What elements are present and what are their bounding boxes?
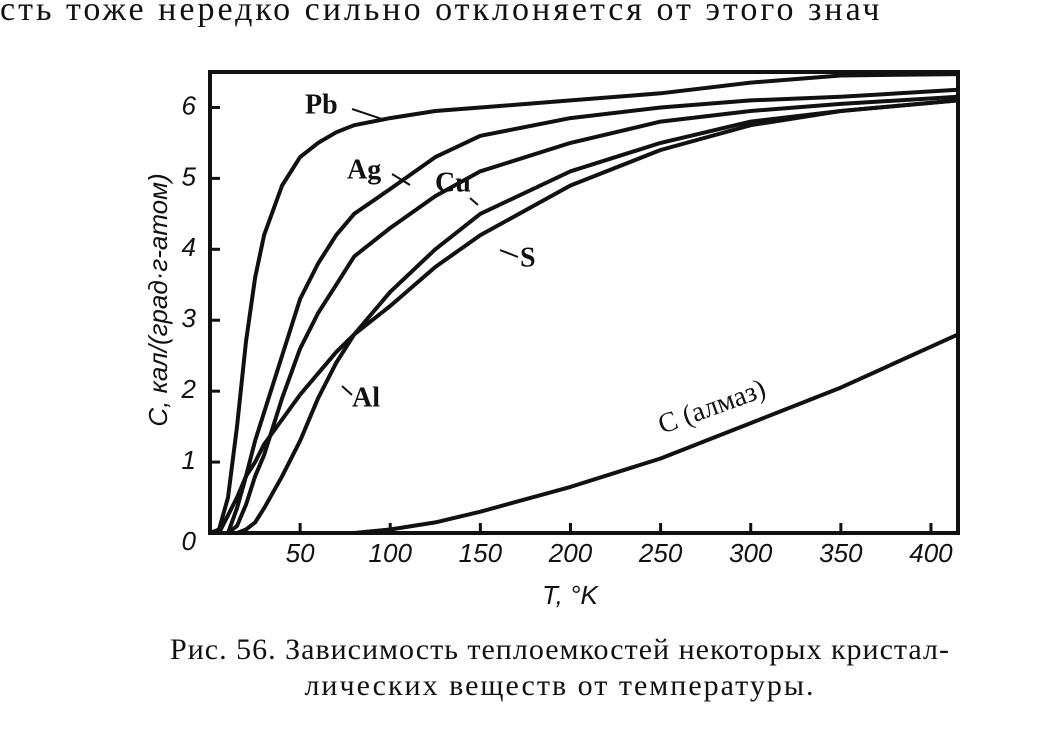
y-tick-label: 0 (182, 526, 197, 556)
x-tick-label: 350 (819, 538, 863, 568)
y-tick-label: 2 (181, 374, 197, 404)
y-tick-label: 4 (182, 232, 196, 262)
y-tick-label: 3 (182, 303, 197, 333)
y-axis-label: C, кал/(град·г-атом) (143, 173, 173, 426)
leader-line (499, 249, 519, 258)
series-label: Pb (305, 89, 338, 120)
plot-frame (208, 70, 960, 535)
curve (352, 332, 960, 535)
x-tick-label: 150 (459, 538, 503, 568)
series-label: C (алмаз) (654, 373, 770, 440)
series-label: Al (352, 382, 380, 413)
curve (217, 98, 960, 535)
leader-line (351, 108, 386, 121)
y-tick-label: 5 (182, 161, 197, 191)
curve (226, 87, 960, 535)
series-label: Cu (435, 167, 471, 198)
x-tick-label: 300 (729, 538, 773, 568)
x-tick-label: 100 (369, 538, 413, 568)
leader-line (341, 385, 353, 396)
x-tick-label: 50 (286, 538, 315, 568)
series-label: Ag (347, 154, 381, 185)
series-label: S (520, 242, 536, 273)
caption-line: лических веществ от температуры. (304, 669, 815, 702)
curve (208, 72, 960, 535)
x-tick-label: 250 (638, 538, 683, 568)
curve (226, 94, 960, 535)
header-text: сть тоже нередко сильно отклоняется от э… (0, 0, 882, 28)
leader-line (391, 173, 411, 186)
curve (235, 98, 960, 535)
leader-line (469, 197, 479, 206)
x-tick-label: 400 (909, 538, 953, 568)
y-tick-label: 1 (182, 445, 196, 475)
x-tick-label: 200 (548, 538, 593, 568)
caption-line: Рис. 56. Зависимость теплоемкостей некот… (170, 633, 950, 666)
x-axis-label: T, °K (542, 580, 599, 610)
y-tick-label: 6 (182, 90, 197, 120)
